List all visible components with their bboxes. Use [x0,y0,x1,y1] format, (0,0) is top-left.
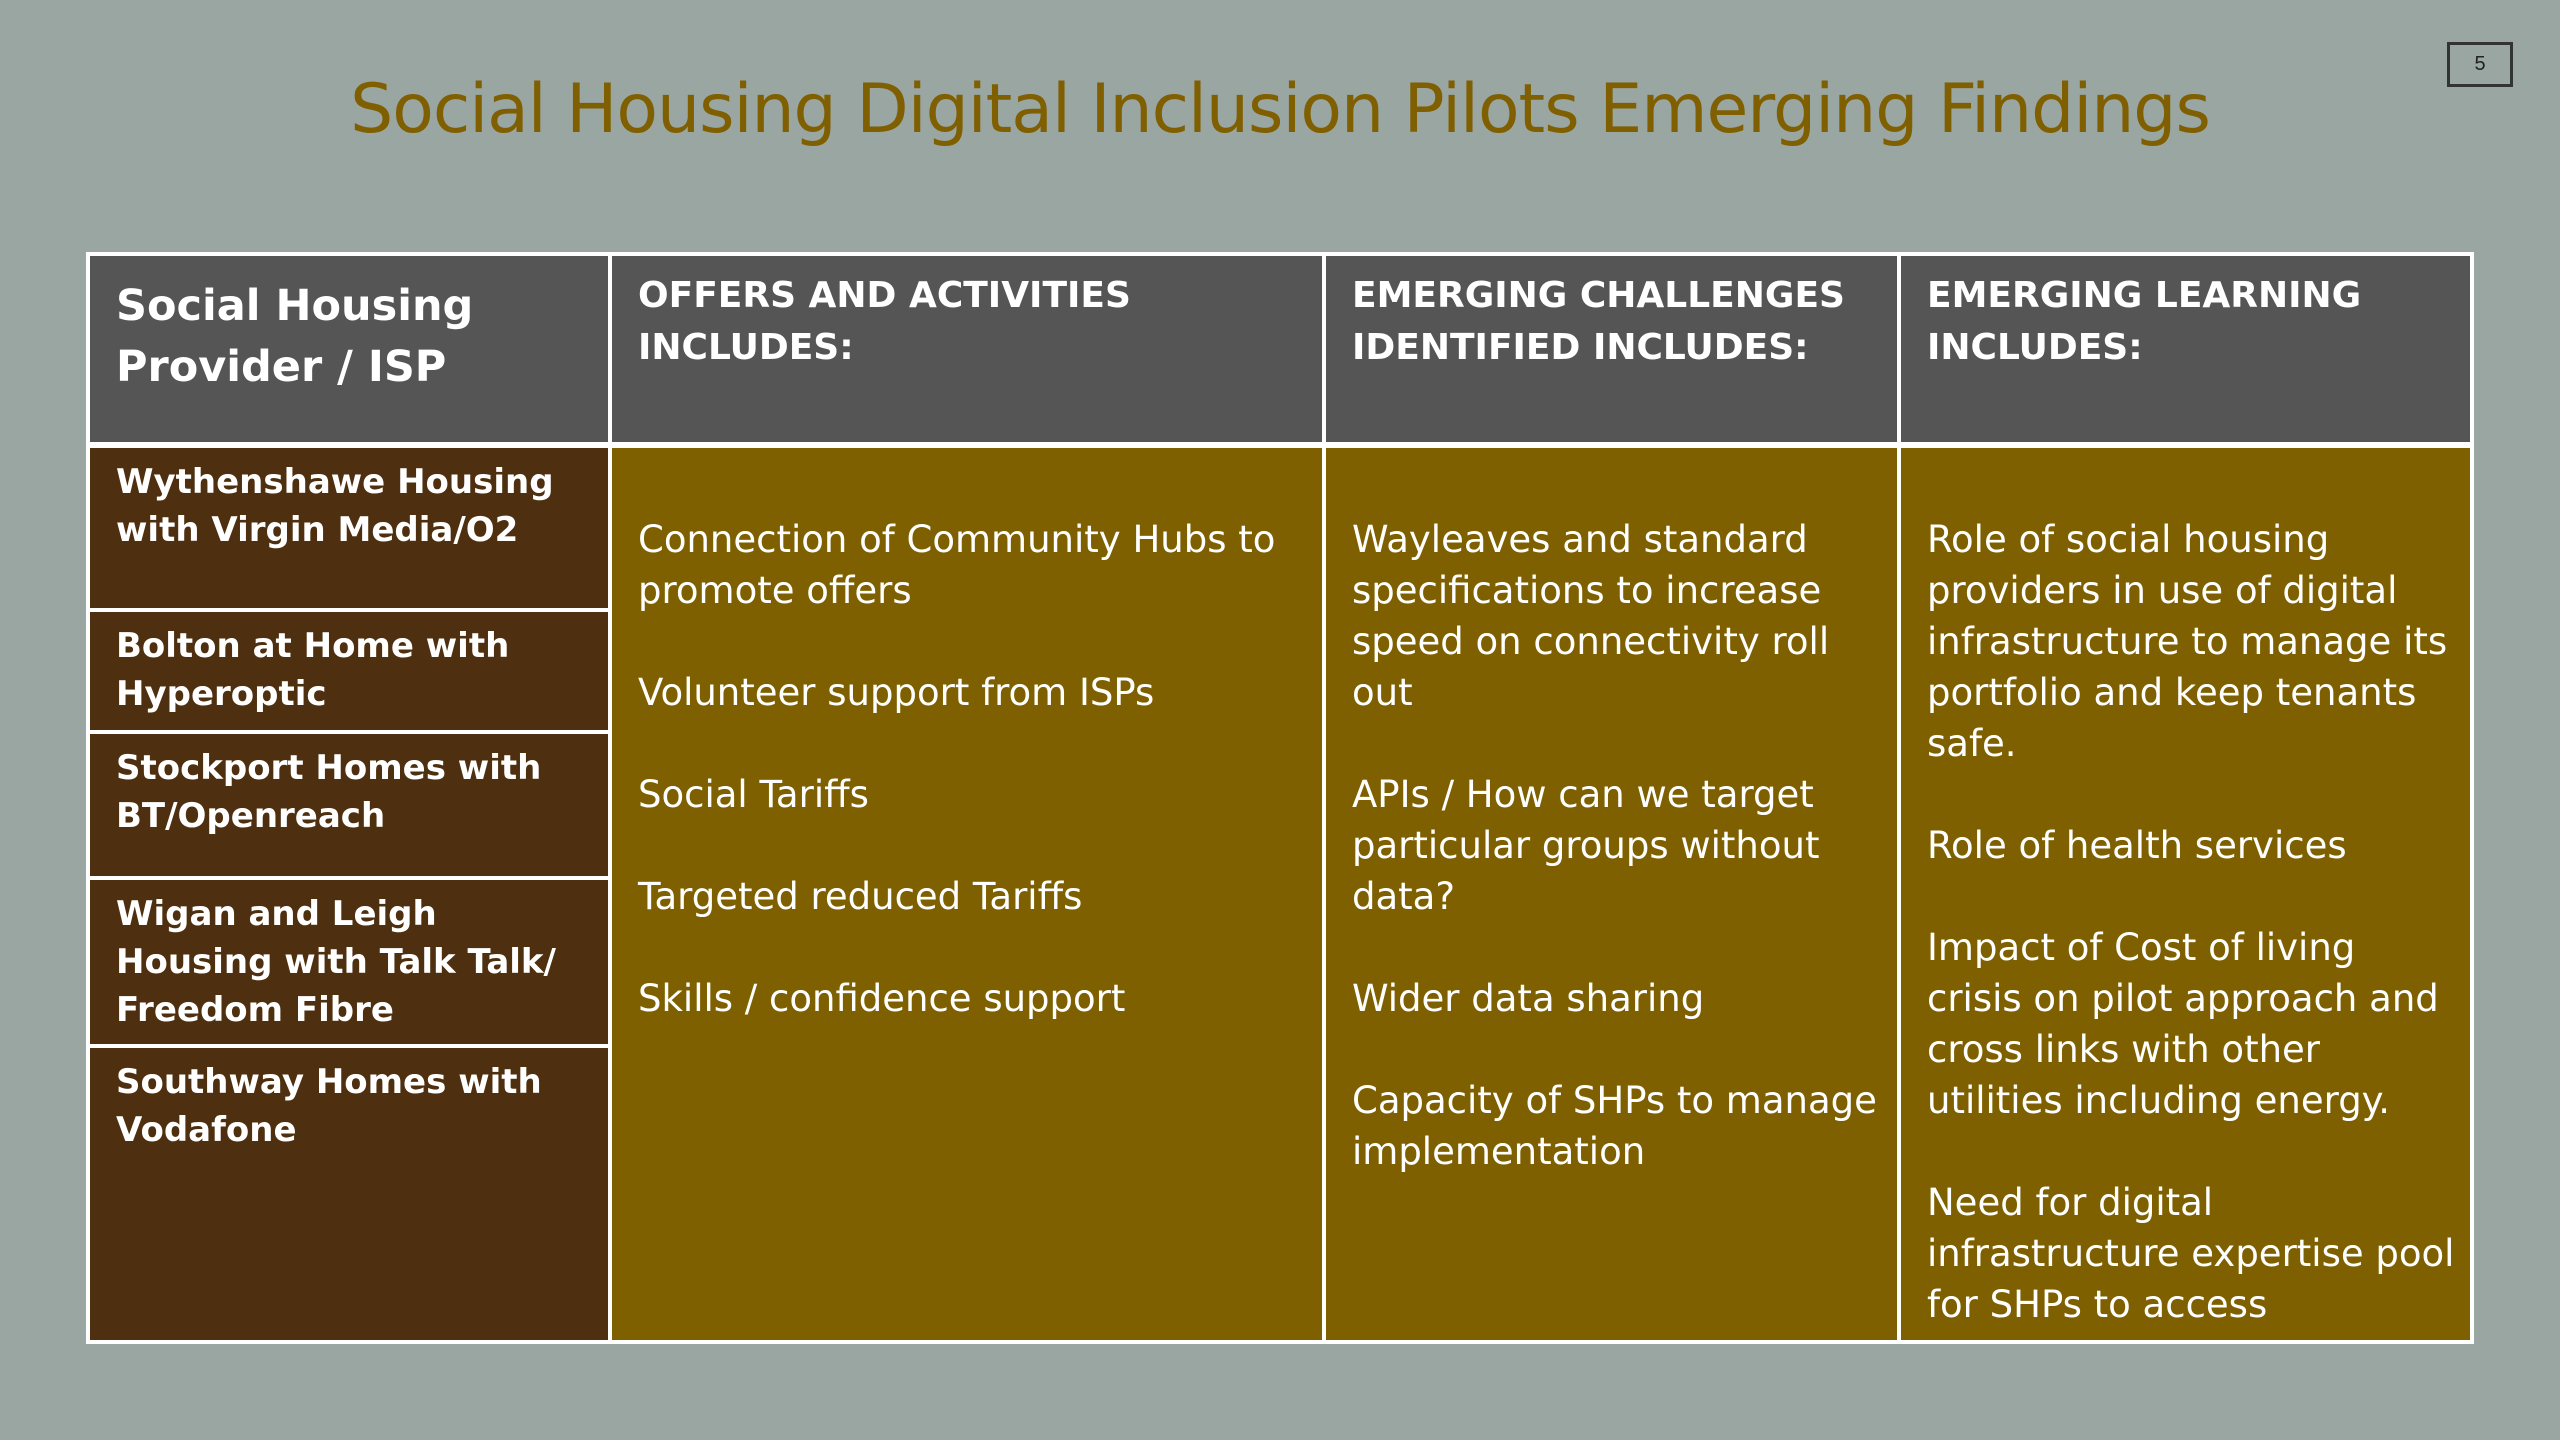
header-learning: EMERGING LEARNING INCLUDES: [1901,256,2470,442]
learning-item: Impact of Cost of living crisis on pilot… [1927,926,2439,1122]
slide-number: 5 [2447,42,2513,87]
challenges-cell: Wayleaves and standard specifications to… [1326,448,1897,1340]
header-challenges: EMERGING CHALLENGES IDENTIFIED INCLUDES: [1326,256,1897,442]
provider-cell: Wigan and Leigh Housing with Talk Talk/ … [90,880,608,1044]
provider-cell: Bolton at Home with Hyperoptic [90,612,608,730]
findings-table: Social Housing Provider / ISP OFFERS AND… [86,252,2474,1344]
learning-item: Need for digital infrastructure expertis… [1927,1181,2455,1326]
offer-item: Volunteer support from ISPs [638,671,1155,714]
offer-item: Social Tariffs [638,773,869,816]
offer-item: Connection of Community Hubs to promote … [638,518,1276,612]
challenge-item: Wayleaves and standard specifications to… [1352,518,1830,714]
learning-item: Role of social housing providers in use … [1927,518,2448,765]
header-provider: Social Housing Provider / ISP [90,256,608,442]
provider-cell: Stockport Homes with BT/Openreach [90,734,608,876]
offer-item: Targeted reduced Tariffs [638,875,1083,918]
provider-cell: Wythenshawe Housing with Virgin Media/O2 [90,448,608,608]
header-offers: OFFERS AND ACTIVITIES INCLUDES: [612,256,1322,442]
learning-item: Role of health services [1927,824,2347,867]
slide-title: Social Housing Digital Inclusion Pilots … [350,70,2211,149]
provider-cell: Southway Homes with Vodafone [90,1048,608,1340]
offers-cell: Connection of Community Hubs to promote … [612,448,1322,1340]
learning-cell: Role of social housing providers in use … [1901,448,2470,1340]
challenge-item: Capacity of SHPs to manage implementatio… [1352,1079,1877,1173]
challenge-item: APIs / How can we target particular grou… [1352,773,1820,918]
offer-item: Skills / confidence support [638,977,1126,1020]
challenge-item: Wider data sharing [1352,977,1705,1020]
